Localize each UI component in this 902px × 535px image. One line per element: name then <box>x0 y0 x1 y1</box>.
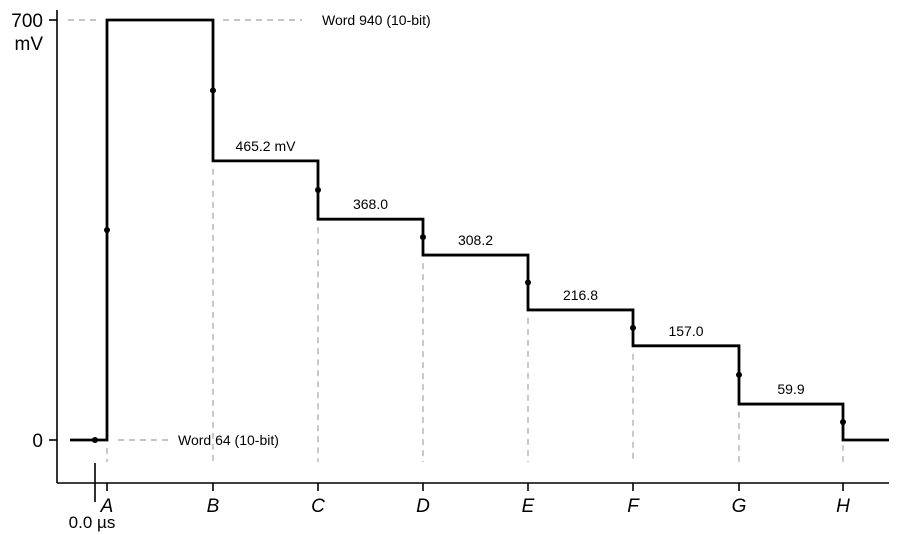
y-tick-label-0: 0 <box>32 431 43 452</box>
step-label-FG: 157.0 <box>668 323 703 339</box>
x-tick-label-C: C <box>311 496 325 517</box>
y-unit-label: mV <box>15 34 44 55</box>
transition-dot-C <box>315 187 321 194</box>
x-tick-label-A: A <box>100 496 114 517</box>
step-label-CD: 368.0 <box>353 196 388 212</box>
transition-dot-D <box>420 234 426 241</box>
y-tick-label-700: 700 <box>11 11 43 32</box>
origin-label: 0.0 µs <box>69 513 116 532</box>
step-label-DE: 308.2 <box>458 232 493 248</box>
transition-dot-G <box>736 371 742 378</box>
step-label-GH: 59.9 <box>777 381 804 397</box>
x-tick-label-D: D <box>416 496 430 517</box>
transition-dot-B <box>210 87 216 94</box>
x-tick-label-E: E <box>522 496 535 517</box>
step-label-BC: 465.2 mV <box>236 138 297 154</box>
x-tick-label-G: G <box>732 496 747 517</box>
waveform-line <box>70 18 889 442</box>
transition-dot-F <box>630 324 636 331</box>
x-tick-label-B: B <box>207 496 220 517</box>
transition-dot-A <box>104 227 110 233</box>
transition-dot-E <box>525 279 531 286</box>
annotation-word-940: Word 940 (10-bit) <box>322 12 431 28</box>
annotation-word-64: Word 64 (10-bit) <box>178 432 279 448</box>
step-label-EF: 216.8 <box>563 287 598 303</box>
transition-dot-origin <box>92 437 98 443</box>
transition-dot-H <box>840 419 846 426</box>
x-tick-label-F: F <box>627 496 640 517</box>
x-tick-label-H: H <box>836 496 850 517</box>
